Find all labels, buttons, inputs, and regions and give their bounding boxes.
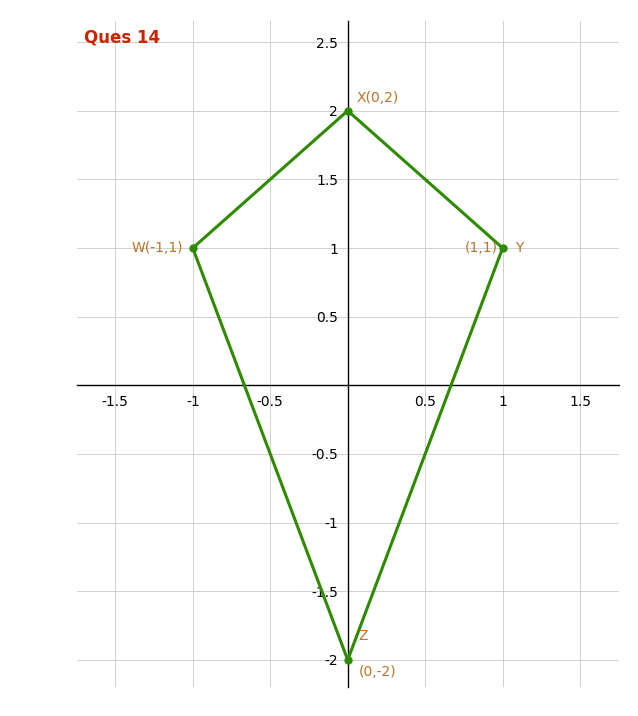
Text: Y: Y	[515, 241, 523, 255]
Text: (1,1): (1,1)	[465, 241, 498, 255]
Text: X(0,2): X(0,2)	[357, 91, 399, 105]
Text: Ques 14: Ques 14	[84, 29, 160, 47]
Text: W(-1,1): W(-1,1)	[132, 241, 184, 255]
Text: (0,-2): (0,-2)	[359, 665, 396, 679]
Text: Z: Z	[359, 629, 368, 644]
